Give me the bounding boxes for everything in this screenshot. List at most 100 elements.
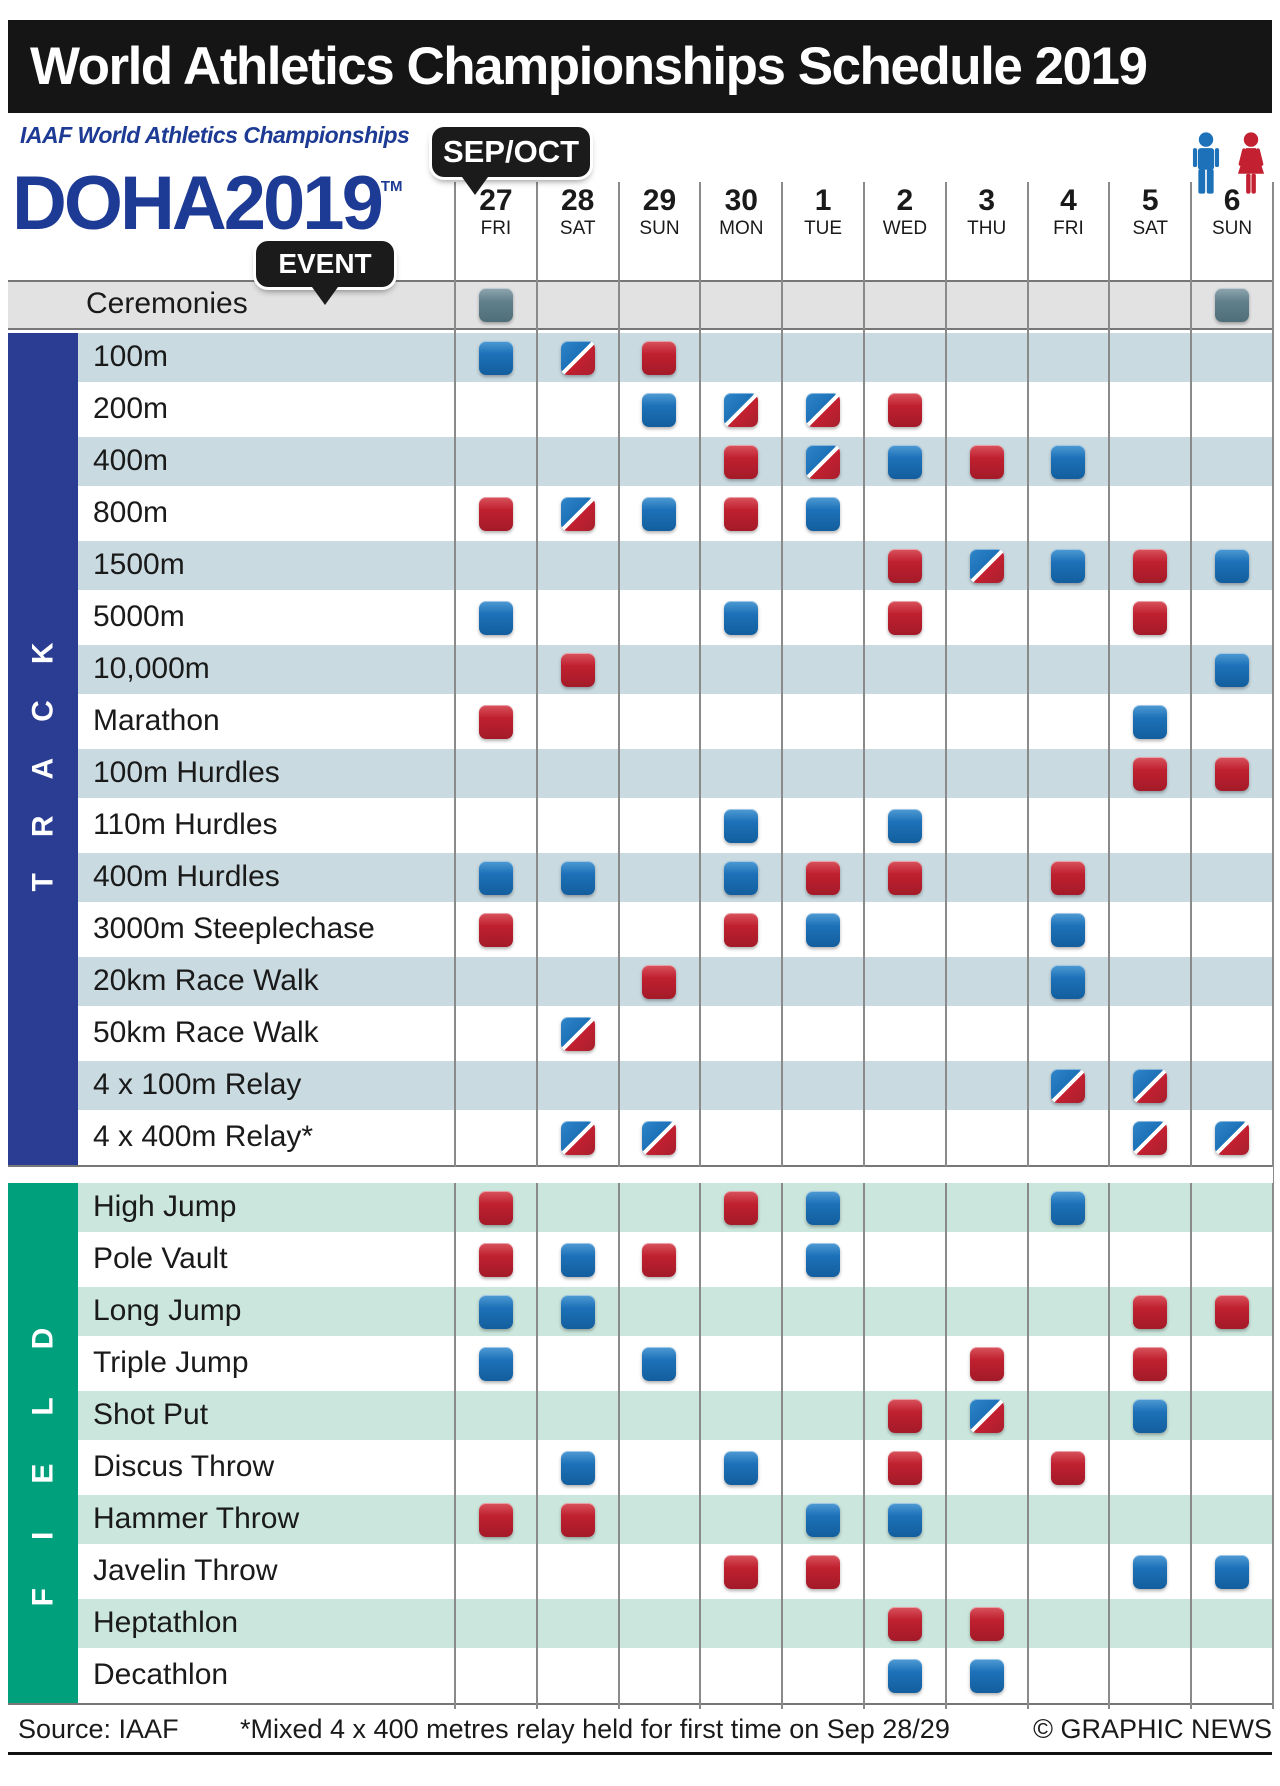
schedule-cell	[700, 1495, 782, 1544]
schedule-cell	[700, 801, 782, 850]
schedule-cell	[619, 749, 701, 798]
women-square	[1215, 1294, 1250, 1329]
men-square	[1051, 548, 1086, 583]
schedule-cell	[1191, 333, 1273, 382]
date-number: 1	[814, 184, 832, 217]
schedule-cell	[782, 1443, 864, 1492]
row-cells	[455, 541, 1273, 590]
schedule-cell	[782, 1339, 864, 1388]
row-label: 4 x 100m Relay	[93, 1068, 302, 1101]
date-column-header: 28 SAT	[537, 182, 619, 280]
men-square	[1133, 1398, 1168, 1433]
event-row: Decathlon	[78, 1651, 1273, 1703]
schedule-cell	[537, 385, 619, 434]
schedule-cell	[1109, 1443, 1191, 1492]
event-row: 4 x 400m Relay*	[78, 1113, 1273, 1165]
schedule-cell	[1109, 541, 1191, 590]
schedule-cell	[700, 541, 782, 590]
schedule-cell	[537, 1183, 619, 1232]
women-square	[1133, 600, 1168, 635]
schedule-cell	[619, 697, 701, 746]
women-square	[642, 340, 677, 375]
page-title: World Athletics Championships Schedule 2…	[8, 20, 1272, 113]
event-row: 3000m Steeplechase	[78, 905, 1273, 957]
both-square	[642, 1120, 677, 1155]
schedule-cell	[455, 697, 537, 746]
schedule-cell	[455, 1547, 537, 1596]
event-row: Pole Vault	[78, 1235, 1273, 1287]
event-row: 5000m	[78, 593, 1273, 645]
schedule-cell	[700, 645, 782, 694]
schedule-cell	[700, 749, 782, 798]
date-day-name: WED	[882, 218, 928, 239]
event-row: 400m Hurdles	[78, 853, 1273, 905]
schedule-cell	[864, 489, 946, 538]
schedule-cell	[864, 1009, 946, 1058]
schedule-cell	[864, 1287, 946, 1336]
schedule-cell	[537, 593, 619, 642]
schedule-cell	[1191, 489, 1273, 538]
schedule-cell	[1028, 1183, 1110, 1232]
women-square	[724, 444, 759, 479]
schedule-cell	[864, 1061, 946, 1110]
row-label: Javelin Throw	[93, 1554, 278, 1587]
schedule-cell	[700, 1113, 782, 1162]
schedule-cell	[946, 905, 1028, 954]
men-square	[1133, 704, 1168, 739]
men-square	[1051, 1190, 1086, 1225]
schedule-cell	[864, 905, 946, 954]
schedule-cell	[782, 1235, 864, 1284]
date-column-header: 4 FRI	[1028, 182, 1110, 280]
schedule-cell	[537, 282, 619, 328]
schedule-cell	[700, 1183, 782, 1232]
section-bar: FIELD	[8, 1183, 78, 1703]
schedule-cell	[700, 1391, 782, 1440]
row-label: 110m Hurdles	[93, 808, 278, 841]
women-square	[1215, 756, 1250, 791]
section-gap	[8, 1167, 1273, 1183]
section-bar-label: FIELD	[26, 1279, 60, 1607]
schedule-cell	[455, 905, 537, 954]
event-callout-label: EVENT	[278, 248, 372, 279]
schedule-cell	[946, 645, 1028, 694]
women-square	[887, 600, 922, 635]
event-row: 4 x 100m Relay	[78, 1061, 1273, 1113]
schedule-cell	[537, 1547, 619, 1596]
men-square	[478, 1346, 513, 1381]
schedule-cell	[864, 853, 946, 902]
schedule-cell	[782, 1061, 864, 1110]
women-square	[969, 444, 1004, 479]
row-cells	[455, 1287, 1273, 1336]
schedule-cell	[455, 749, 537, 798]
women-square	[642, 964, 677, 999]
schedule-cell	[700, 1009, 782, 1058]
month-callout: SEP/OCT	[432, 127, 590, 195]
schedule-cell	[537, 957, 619, 1006]
event-row: Discus Throw	[78, 1443, 1273, 1495]
event-row: 100m Hurdles	[78, 749, 1273, 801]
schedule-cell	[1191, 1391, 1273, 1440]
schedule-cell	[1028, 697, 1110, 746]
schedule-cell	[1028, 1009, 1110, 1058]
men-square	[806, 1502, 841, 1537]
men-square	[1215, 652, 1250, 687]
footer-rule	[8, 1752, 1272, 1755]
schedule-cell	[1191, 749, 1273, 798]
schedule-cell	[864, 593, 946, 642]
both-square	[969, 1398, 1004, 1433]
row-cells	[455, 1009, 1273, 1058]
schedule-cell	[946, 541, 1028, 590]
schedule-cell	[1028, 1235, 1110, 1284]
section-track: TRACK 100m 200m 400m 800m 1500m 5000m 10,000m Ma…	[8, 333, 1273, 1167]
trademark-mark: TM	[380, 178, 403, 195]
schedule-cell	[619, 1287, 701, 1336]
ceremonies-cells	[455, 282, 1273, 328]
women-square	[806, 860, 841, 895]
row-label: Hammer Throw	[93, 1502, 300, 1535]
men-square	[887, 808, 922, 843]
men-square	[887, 1658, 922, 1693]
row-label: Triple Jump	[93, 1346, 249, 1379]
event-row: Marathon	[78, 697, 1273, 749]
row-label: Long Jump	[93, 1294, 242, 1327]
schedule-cell	[619, 437, 701, 486]
